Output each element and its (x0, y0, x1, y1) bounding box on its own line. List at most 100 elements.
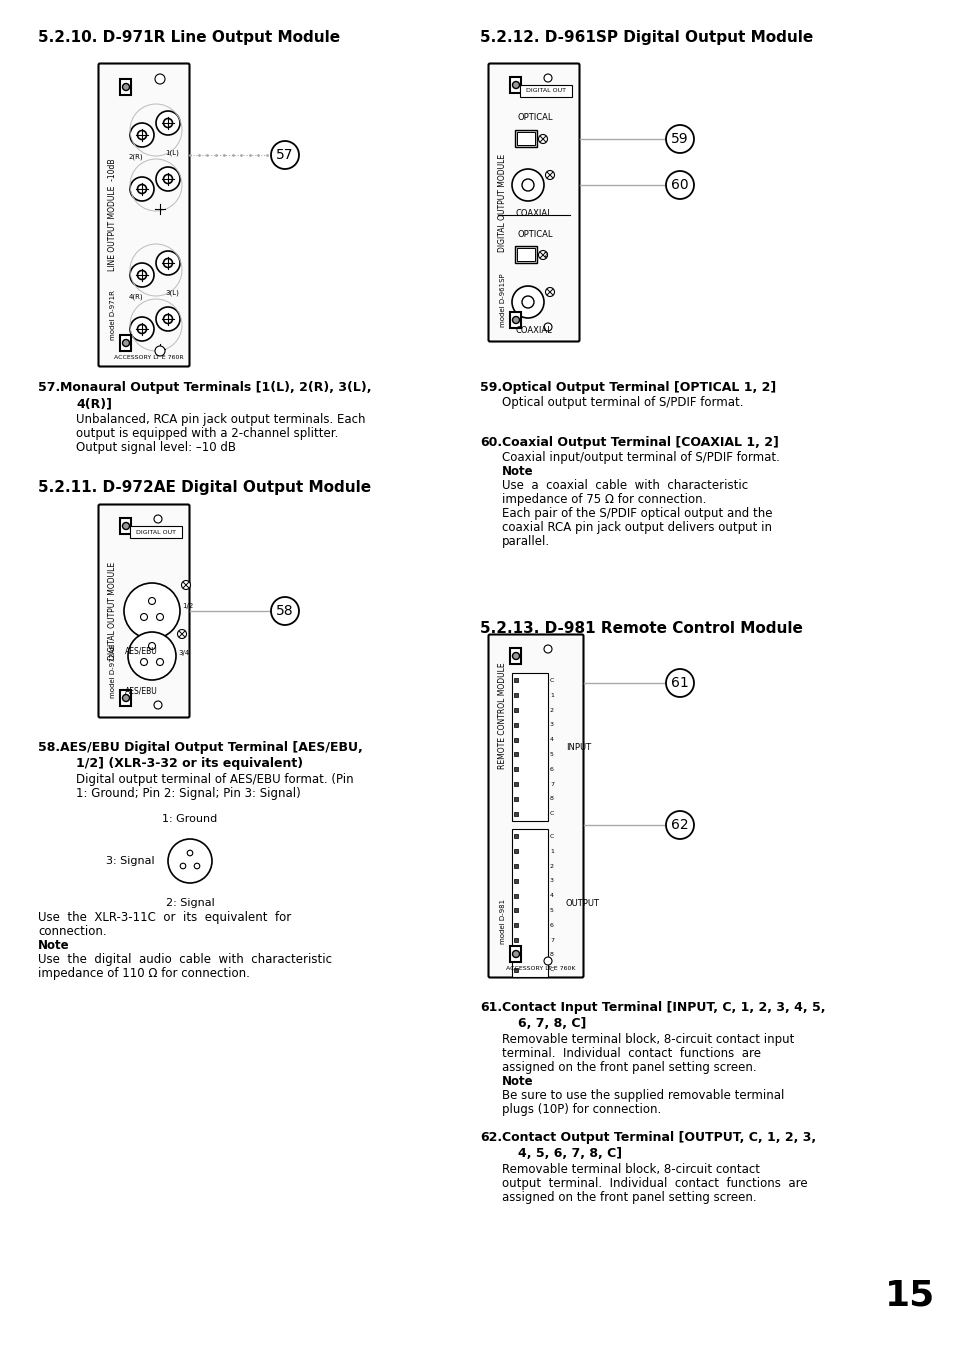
Circle shape (537, 135, 547, 143)
Text: Use  the  digital  audio  cable  with  characteristic: Use the digital audio cable with charact… (38, 952, 332, 966)
Circle shape (163, 174, 172, 184)
Text: 5.2.11. D-972AE Digital Output Module: 5.2.11. D-972AE Digital Output Module (38, 480, 371, 494)
Text: model D-971R: model D-971R (110, 290, 116, 340)
Bar (514, 893, 517, 897)
Text: Unbalanced, RCA pin jack output terminals. Each: Unbalanced, RCA pin jack output terminal… (76, 413, 365, 426)
Circle shape (537, 250, 547, 259)
Circle shape (545, 170, 554, 180)
Circle shape (543, 957, 552, 965)
Circle shape (156, 307, 180, 331)
Circle shape (137, 131, 147, 139)
Text: connection.: connection. (38, 925, 107, 938)
Bar (120, 690, 132, 707)
Circle shape (271, 141, 298, 169)
Text: Monaural Output Terminals [1(L), 2(R), 3(L),: Monaural Output Terminals [1(L), 2(R), 3… (60, 381, 371, 394)
Text: 8: 8 (550, 796, 554, 801)
Bar (514, 738, 517, 742)
Circle shape (153, 701, 162, 709)
Text: 3(L): 3(L) (165, 289, 179, 296)
Circle shape (156, 168, 180, 190)
Circle shape (512, 653, 519, 659)
Bar (514, 938, 517, 942)
Bar (514, 678, 517, 682)
Text: 1: 1 (550, 693, 554, 697)
Text: C: C (550, 834, 554, 839)
Circle shape (130, 177, 153, 201)
Text: 4, 5, 6, 7, 8, C]: 4, 5, 6, 7, 8, C] (517, 1147, 621, 1161)
Text: 7: 7 (550, 781, 554, 786)
Bar (514, 908, 517, 912)
Text: 6: 6 (550, 767, 554, 771)
Text: 4: 4 (550, 738, 554, 742)
Text: 2: 2 (550, 863, 554, 869)
Circle shape (665, 172, 693, 199)
Text: OPTICAL: OPTICAL (517, 230, 553, 239)
Text: COAXIAL: COAXIAL (516, 209, 552, 218)
Text: 15: 15 (884, 1279, 934, 1313)
Bar (130, 526, 182, 538)
Bar (514, 708, 517, 712)
Text: assigned on the front panel setting screen.: assigned on the front panel setting scre… (501, 1192, 756, 1204)
Bar (120, 335, 132, 351)
Circle shape (168, 839, 212, 884)
Bar (514, 797, 517, 801)
Text: DIGITAL OUTPUT MODULE: DIGITAL OUTPUT MODULE (109, 562, 117, 661)
Text: model D-972AE: model D-972AE (110, 644, 116, 698)
Text: 2: 2 (550, 708, 554, 712)
Circle shape (156, 613, 163, 620)
Text: 61.: 61. (479, 1001, 501, 1015)
Text: assigned on the front panel setting screen.: assigned on the front panel setting scre… (501, 1061, 756, 1074)
Circle shape (177, 630, 186, 639)
Text: 6, 7, 8, C]: 6, 7, 8, C] (517, 1017, 586, 1029)
Bar (514, 693, 517, 697)
Bar (510, 77, 521, 93)
Bar (517, 249, 535, 261)
Text: 58.: 58. (38, 740, 60, 754)
Circle shape (140, 658, 148, 666)
Circle shape (130, 317, 153, 340)
Bar (510, 946, 521, 962)
Circle shape (154, 74, 165, 84)
Circle shape (130, 123, 153, 147)
Bar (514, 812, 517, 816)
Circle shape (512, 951, 519, 958)
Text: Digital output terminal of AES/EBU format. (Pin: Digital output terminal of AES/EBU forma… (76, 773, 354, 786)
Bar (514, 850, 517, 854)
Circle shape (122, 84, 130, 91)
Circle shape (149, 597, 155, 604)
Text: 5: 5 (550, 908, 554, 913)
Circle shape (140, 613, 148, 620)
Text: 59.: 59. (479, 381, 501, 394)
Text: 2: Signal: 2: Signal (166, 898, 214, 908)
Circle shape (149, 643, 155, 650)
Circle shape (543, 323, 552, 331)
Circle shape (137, 185, 147, 193)
Text: Coaxial input/output terminal of S/PDIF format.: Coaxial input/output terminal of S/PDIF … (501, 451, 779, 463)
FancyBboxPatch shape (488, 63, 578, 342)
Text: Removable terminal block, 8-circuit contact: Removable terminal block, 8-circuit cont… (501, 1163, 760, 1175)
Circle shape (545, 288, 554, 296)
Circle shape (271, 597, 298, 626)
Bar (519, 85, 572, 97)
Text: DIGITAL OUT: DIGITAL OUT (136, 530, 175, 535)
Text: 3/4: 3/4 (178, 650, 189, 657)
Text: OUTPUT: OUTPUT (565, 898, 599, 908)
Circle shape (154, 346, 165, 357)
Bar (512, 673, 547, 821)
Text: Use  the  XLR-3-11C  or  its  equivalent  for: Use the XLR-3-11C or its equivalent for (38, 911, 291, 924)
Bar (510, 648, 521, 663)
Text: 5.2.13. D-981 Remote Control Module: 5.2.13. D-981 Remote Control Module (479, 621, 802, 636)
Circle shape (124, 584, 180, 639)
Bar (514, 952, 517, 957)
Circle shape (180, 863, 186, 869)
Text: Contact Input Terminal [INPUT, C, 1, 2, 3, 4, 5,: Contact Input Terminal [INPUT, C, 1, 2, … (501, 1001, 824, 1015)
Text: 57: 57 (276, 149, 294, 162)
Text: COAXIAL: COAXIAL (516, 326, 552, 335)
Text: 4(R)]: 4(R)] (76, 397, 112, 409)
Text: DIGITAL OUTPUT MODULE: DIGITAL OUTPUT MODULE (498, 154, 507, 251)
FancyBboxPatch shape (488, 635, 583, 978)
Text: Note: Note (501, 465, 533, 478)
Bar (517, 132, 535, 145)
Bar (512, 830, 547, 977)
Circle shape (543, 74, 552, 82)
